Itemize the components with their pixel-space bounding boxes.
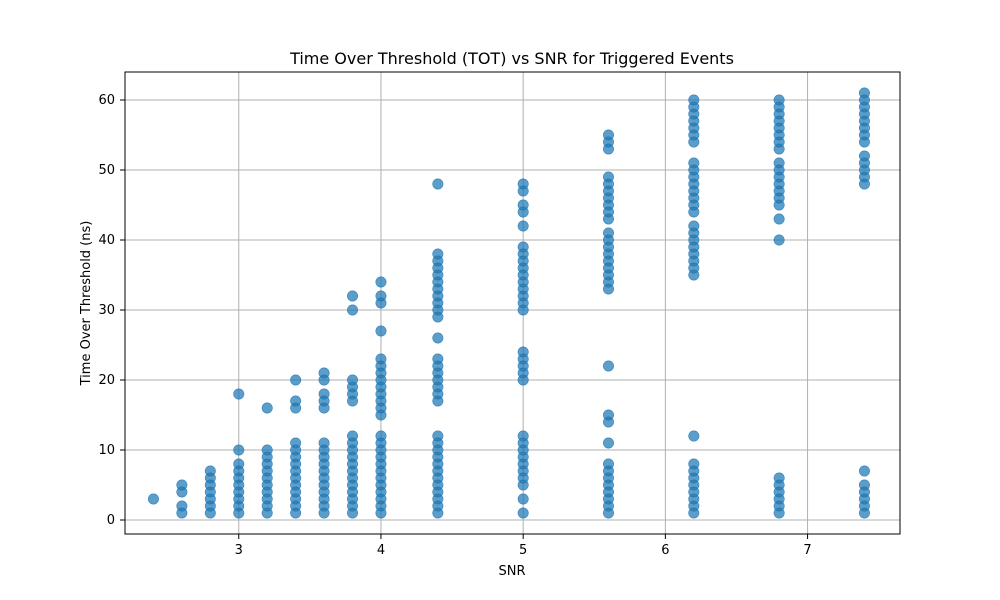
data-point-0-20 bbox=[233, 444, 245, 456]
data-point-0-205 bbox=[688, 458, 700, 470]
data-point-0-43 bbox=[290, 437, 302, 449]
x-tick-label-4: 4 bbox=[377, 543, 385, 558]
data-point-0-4 bbox=[176, 479, 188, 491]
data-point-0-271 bbox=[858, 87, 870, 99]
points-layer bbox=[147, 87, 870, 519]
data-point-0-194 bbox=[602, 171, 614, 183]
data-point-0-229 bbox=[688, 94, 700, 106]
data-point-0-62 bbox=[318, 367, 330, 379]
data-point-0-178 bbox=[602, 360, 614, 372]
x-tick-label-6: 6 bbox=[661, 543, 669, 558]
data-point-0-79 bbox=[347, 304, 359, 316]
data-point-0-257 bbox=[858, 479, 870, 491]
y-tick-label-40: 40 bbox=[98, 233, 115, 248]
data-point-0-177 bbox=[602, 409, 614, 421]
data-point-0-187 bbox=[602, 227, 614, 239]
data-point-0-32 bbox=[261, 402, 273, 414]
data-point-0-244 bbox=[773, 157, 785, 169]
data-point-0-236 bbox=[773, 234, 785, 246]
data-point-0-166 bbox=[517, 178, 529, 190]
x-tick-label-5: 5 bbox=[519, 543, 527, 558]
data-point-0-263 bbox=[858, 150, 870, 162]
plot-frame bbox=[124, 71, 901, 535]
y-tick-label-20: 20 bbox=[98, 373, 115, 388]
y-tick-label-50: 50 bbox=[98, 163, 115, 178]
y-tick-label-30: 30 bbox=[98, 303, 115, 318]
data-point-0-124 bbox=[432, 353, 444, 365]
y-tick-label-10: 10 bbox=[98, 443, 115, 458]
data-point-0-11 bbox=[204, 465, 216, 477]
data-point-0-0 bbox=[147, 493, 159, 505]
data-point-0-252 bbox=[773, 94, 785, 106]
data-point-0-46 bbox=[290, 374, 302, 386]
x-axis-label: SNR bbox=[498, 564, 525, 579]
data-point-0-151 bbox=[517, 346, 529, 358]
data-point-0-102 bbox=[375, 325, 387, 337]
x-tick-label-3: 3 bbox=[235, 543, 243, 558]
data-point-0-135 bbox=[432, 248, 444, 260]
data-point-0-222 bbox=[688, 157, 700, 169]
data-point-0-101 bbox=[375, 353, 387, 365]
data-point-0-105 bbox=[375, 276, 387, 288]
data-point-0-92 bbox=[375, 430, 387, 442]
data-point-0-45 bbox=[290, 395, 302, 407]
chart-title: Time Over Threshold (TOT) vs SNR for Tri… bbox=[289, 49, 734, 68]
data-point-0-117 bbox=[432, 430, 444, 442]
data-point-0-162 bbox=[517, 220, 529, 232]
data-point-0-197 bbox=[602, 129, 614, 141]
data-point-0-2 bbox=[176, 500, 188, 512]
data-point-0-164 bbox=[517, 199, 529, 211]
data-point-0-175 bbox=[602, 437, 614, 449]
data-point-0-21 bbox=[233, 388, 245, 400]
data-point-0-174 bbox=[602, 458, 614, 470]
axes-layer: 3 4 5 6 7 0 10 20 30 40 50 60 bbox=[98, 71, 901, 558]
data-point-0-137 bbox=[517, 507, 529, 519]
grid-layer bbox=[125, 72, 900, 534]
data-point-0-138 bbox=[517, 493, 529, 505]
data-point-0-136 bbox=[432, 178, 444, 190]
y-tick-label-60: 60 bbox=[98, 93, 115, 108]
data-point-0-235 bbox=[773, 472, 785, 484]
data-point-0-104 bbox=[375, 290, 387, 302]
data-point-0-80 bbox=[347, 290, 359, 302]
data-point-0-19 bbox=[233, 458, 245, 470]
data-point-0-57 bbox=[318, 437, 330, 449]
data-point-0-161 bbox=[517, 241, 529, 253]
data-point-0-78 bbox=[347, 374, 359, 386]
data-point-0-31 bbox=[261, 444, 273, 456]
y-axis-label: Time Over Threshold (ns) bbox=[79, 221, 94, 387]
data-point-0-146 bbox=[517, 430, 529, 442]
data-point-0-237 bbox=[773, 213, 785, 225]
y-tick-label-0: 0 bbox=[107, 513, 115, 528]
x-tick-label-7: 7 bbox=[803, 543, 811, 558]
data-point-0-214 bbox=[688, 220, 700, 232]
data-point-0-74 bbox=[347, 430, 359, 442]
data-point-0-206 bbox=[688, 430, 700, 442]
data-point-0-258 bbox=[858, 465, 870, 477]
data-point-0-60 bbox=[318, 388, 330, 400]
data-point-0-125 bbox=[432, 332, 444, 344]
